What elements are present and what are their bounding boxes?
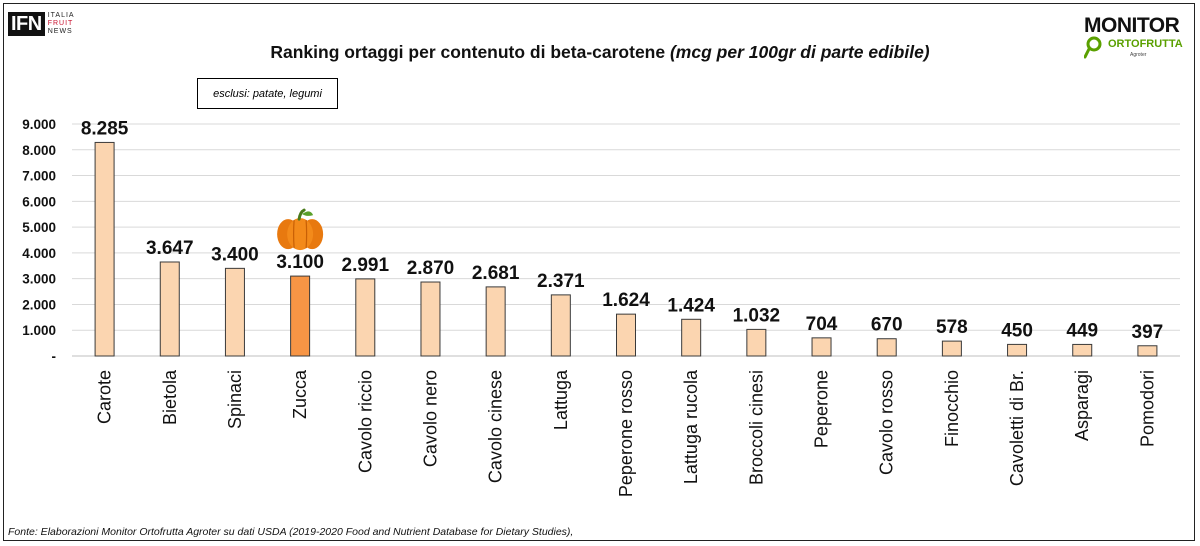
data-label: 1.624: [602, 290, 650, 311]
y-tick-label: 6.000: [22, 194, 56, 209]
data-label: 1.032: [733, 305, 781, 326]
data-label: 3.400: [211, 244, 259, 265]
x-tick-label: Cavolo nero: [420, 370, 440, 467]
x-tick-label: Peperone: [812, 370, 832, 448]
ifn-logo-line2: FRUIT: [47, 20, 74, 27]
magnifier-icon: [1084, 36, 1102, 59]
bar-cavoletti-di-br: [1007, 343, 1028, 357]
bar-broccoli-cinesi: [746, 328, 767, 357]
chart-title-main: Ranking ortaggi per contenuto di beta-ca…: [270, 42, 666, 62]
x-tick-label: Finocchio: [942, 370, 962, 447]
bar-cavolo-rosso: [876, 338, 897, 357]
bar-carote: [94, 141, 115, 357]
bar-cavolo-riccio: [355, 278, 376, 357]
ifn-logo-line1: ITALIA: [47, 12, 75, 19]
y-tick-label: 4.000: [22, 246, 56, 261]
y-tick-label: -: [52, 349, 57, 364]
y-tick-label: 3.000: [22, 272, 56, 287]
chart-frame: [3, 3, 1195, 541]
x-tick-label: Cavolo cinese: [486, 370, 506, 483]
y-tick-label: 7.000: [22, 169, 56, 184]
y-tick-label: 9.000: [22, 117, 56, 132]
x-tick-label: Cavolo rosso: [877, 370, 897, 475]
x-tick-label: Lattuga: [551, 369, 571, 430]
monitor-logo-by: Agroter: [1130, 52, 1147, 58]
labels-layer: - 1.000 2.000 3.000 4.000 5.000 6.000 7.000 8.00…: [22, 117, 1163, 497]
data-label: 704: [806, 314, 838, 335]
x-tick-label: Zucca: [290, 369, 310, 419]
bar-peperone-rosso: [616, 313, 636, 357]
bar-pomodori: [1137, 345, 1158, 357]
data-label: 449: [1066, 320, 1098, 341]
x-tick-label: Broccoli cinesi: [746, 370, 766, 485]
monitor-logo-title: MONITOR: [1084, 14, 1180, 37]
x-tick-label: Cavoletti di Br.: [1007, 370, 1027, 486]
y-tick-label: 1.000: [22, 323, 56, 338]
bars-layer: [94, 141, 1158, 357]
data-label: 2.681: [472, 263, 520, 284]
data-label: 2.371: [537, 271, 585, 292]
bar-zucca: [290, 275, 311, 357]
bar-spinaci: [224, 267, 245, 357]
chart-title-unit: (mcg per 100gr di parte edibile): [669, 42, 930, 62]
y-tick-label: 5.000: [22, 220, 56, 235]
x-tick-label: Lattuga rucola: [681, 369, 701, 484]
chart-title: Ranking ortaggi per contenuto di beta-ca…: [0, 42, 1200, 63]
x-tick-label: Cavolo riccio: [355, 370, 375, 473]
data-label: 3.100: [276, 252, 324, 273]
data-label: 670: [871, 315, 903, 336]
data-label: 1.424: [667, 295, 715, 316]
monitor-ortofrutta-logo: MONITOR ORTOFRUTTA Agroter: [1084, 14, 1184, 62]
x-tick-label: Spinaci: [225, 370, 245, 429]
y-tick-label: 8.000: [22, 143, 56, 158]
data-label: 450: [1001, 320, 1033, 341]
ifn-logo-line3: NEWS: [47, 28, 73, 35]
data-label: 397: [1132, 322, 1164, 343]
data-label: 3.647: [146, 238, 194, 259]
ifn-logo: IFN ITALIA FRUIT NEWS: [8, 12, 75, 36]
x-tick-label: Pomodori: [1137, 370, 1157, 447]
bar-lattuga-rucola: [681, 318, 702, 357]
bar-bietola: [159, 261, 180, 357]
source-note: Fonte: Elaborazioni Monitor Ortofrutta A…: [8, 526, 574, 538]
data-label: 2.991: [342, 255, 390, 276]
y-tick-label: 2.000: [22, 297, 56, 312]
bar-finocchio: [941, 340, 962, 357]
data-label: 578: [936, 317, 968, 338]
bar-cavolo-cinese: [485, 286, 506, 357]
x-tick-label: Carote: [95, 370, 115, 424]
bar-lattuga: [550, 294, 571, 357]
exclusion-note-text: esclusi: patate, legumi: [213, 87, 322, 100]
data-label: 2.870: [407, 258, 455, 279]
ifn-logo-mark: IFN: [8, 12, 45, 36]
bar-asparagi: [1072, 343, 1093, 357]
pumpkin-icon: [277, 208, 324, 251]
x-tick-label: Asparagi: [1072, 370, 1092, 441]
icon-layer: [277, 208, 324, 251]
x-tick-label: Bietola: [160, 369, 180, 425]
bar-peperone: [811, 337, 832, 357]
bar-cavolo-nero: [420, 281, 441, 357]
data-label: 8.285: [81, 118, 129, 139]
monitor-logo-sub: ORTOFRUTTA: [1108, 38, 1183, 50]
exclusion-note: esclusi: patate, legumi: [197, 78, 338, 109]
x-tick-label: Peperone rosso: [616, 370, 636, 497]
